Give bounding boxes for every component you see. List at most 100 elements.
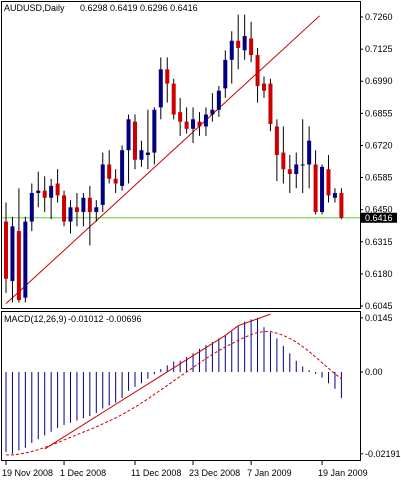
price-tick-label: 0.6450: [365, 205, 393, 215]
price-tick-label: 0.6315: [365, 237, 393, 247]
price-tick-label: 0.6990: [365, 76, 393, 86]
candle[interactable]: [158, 57, 163, 120]
candle[interactable]: [74, 193, 79, 227]
candle[interactable]: [339, 188, 344, 220]
candle-body: [120, 150, 125, 186]
candle-body: [300, 164, 305, 166]
candle[interactable]: [242, 14, 247, 60]
candle[interactable]: [120, 145, 125, 191]
price-panel[interactable]: [1, 1, 361, 309]
date-tick-label: 19 Jan 2009: [318, 468, 368, 478]
candle[interactable]: [294, 152, 299, 189]
macd-signal-line[interactable]: [6, 331, 342, 456]
candle[interactable]: [62, 190, 67, 227]
candle[interactable]: [152, 107, 157, 165]
candle-body: [16, 231, 21, 301]
candle[interactable]: [223, 50, 228, 98]
candle[interactable]: [165, 57, 170, 103]
candle[interactable]: [203, 107, 208, 136]
candle[interactable]: [300, 119, 305, 194]
candle[interactable]: [320, 164, 325, 215]
macd-tick-label: -0.02191: [365, 449, 401, 459]
candle[interactable]: [191, 107, 196, 144]
date-tick-label: 11 Dec 2008: [131, 468, 181, 478]
candle[interactable]: [197, 112, 202, 136]
candle-body: [326, 169, 331, 196]
candle[interactable]: [49, 178, 54, 220]
candle[interactable]: [184, 107, 189, 134]
candle[interactable]: [255, 47, 260, 103]
candle-body: [197, 121, 202, 127]
candle-body: [74, 207, 79, 213]
candle[interactable]: [229, 31, 234, 84]
candle-body: [184, 121, 189, 129]
candle-body: [171, 83, 176, 115]
candle-body: [62, 195, 67, 222]
candle[interactable]: [171, 78, 176, 120]
date-tick-label: 1 Dec 2008: [60, 468, 106, 478]
candle[interactable]: [4, 202, 8, 293]
candle[interactable]: [210, 93, 215, 122]
candle[interactable]: [262, 76, 266, 98]
candle-body: [294, 164, 299, 174]
candle[interactable]: [178, 97, 183, 136]
candle[interactable]: [81, 193, 86, 227]
candle[interactable]: [87, 185, 92, 246]
macd-name-label: MACD(12,26,9): [4, 314, 67, 324]
candle[interactable]: [55, 169, 60, 203]
candle-body: [242, 36, 247, 51]
candle[interactable]: [126, 114, 131, 184]
candle[interactable]: [249, 21, 254, 63]
candle[interactable]: [107, 150, 112, 184]
macd-panel[interactable]: [1, 311, 361, 461]
macd-trendline[interactable]: [44, 313, 271, 450]
candle[interactable]: [139, 140, 144, 167]
candle[interactable]: [332, 188, 337, 203]
candle[interactable]: [274, 119, 279, 182]
candle-body: [139, 150, 144, 160]
candle-body: [274, 126, 279, 155]
candle[interactable]: [326, 154, 331, 203]
candle[interactable]: [36, 171, 41, 208]
candle[interactable]: [145, 109, 150, 170]
macd-tick-label: 0.00: [365, 367, 383, 377]
candle[interactable]: [29, 183, 34, 232]
macd-values-label: -0.01012 -0.00696: [68, 314, 142, 324]
candle-body: [81, 197, 86, 213]
candle[interactable]: [281, 126, 286, 184]
candle-body: [255, 55, 260, 86]
candle[interactable]: [236, 14, 241, 70]
candle[interactable]: [100, 152, 105, 213]
candle-body: [10, 226, 15, 282]
candle-body: [332, 193, 337, 198]
candle[interactable]: [133, 114, 137, 170]
candle-body: [339, 193, 344, 218]
ohlc-values-label: 0.6298 0.6419 0.6296 0.6416: [80, 3, 198, 13]
candle[interactable]: [10, 216, 15, 303]
date-tick-label: 23 Dec 2008: [189, 468, 240, 478]
candle[interactable]: [23, 216, 28, 303]
candle[interactable]: [313, 150, 318, 215]
price-tick-label: 0.6720: [365, 140, 393, 150]
candle-body: [178, 112, 183, 122]
candle[interactable]: [307, 126, 312, 189]
candle[interactable]: [68, 200, 73, 234]
candle[interactable]: [113, 169, 118, 194]
candle[interactable]: [287, 154, 292, 194]
price-trendline[interactable]: [5, 15, 320, 304]
candle[interactable]: [16, 188, 21, 303]
macd-tick-label: 0.0145: [365, 313, 393, 323]
candle[interactable]: [42, 176, 47, 213]
candle-body: [133, 121, 137, 160]
candle[interactable]: [94, 200, 99, 222]
candle-body: [55, 183, 60, 196]
candle-body: [152, 109, 157, 153]
candle[interactable]: [268, 78, 273, 132]
candle[interactable]: [216, 85, 221, 117]
current-price-marker: [361, 212, 397, 223]
candle-body: [42, 190, 47, 198]
candle-body: [236, 40, 241, 48]
candle-body: [87, 197, 92, 213]
